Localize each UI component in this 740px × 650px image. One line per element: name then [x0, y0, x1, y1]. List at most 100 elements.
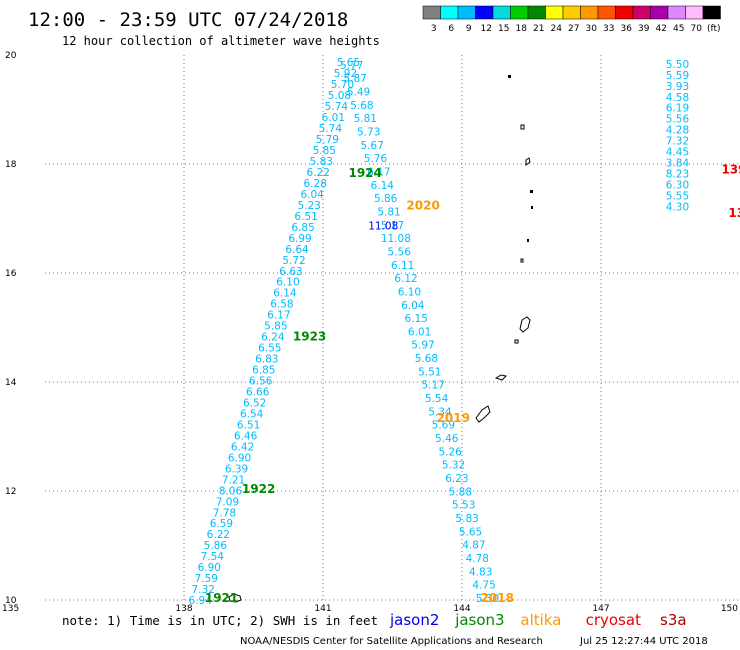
- scale-swatch: [580, 5, 599, 20]
- scale-swatch: [562, 5, 581, 20]
- swh-value: 5.81: [377, 206, 400, 218]
- island: [520, 258, 524, 263]
- scale-label: 33: [603, 24, 614, 34]
- swh-value: 5.74: [325, 101, 349, 113]
- land-outlines: [228, 75, 533, 603]
- scale-label: (ft): [707, 24, 721, 34]
- scale-label: 36: [621, 24, 633, 34]
- swh-value: 5.17: [421, 380, 444, 392]
- x-tick-label: 138: [175, 604, 192, 614]
- scale-label: 9: [466, 24, 472, 34]
- island: [531, 206, 533, 209]
- swh-value: 6.22: [207, 529, 230, 541]
- swh-value: 5.97: [411, 340, 434, 352]
- scale-label: 45: [673, 24, 684, 34]
- swh-value: 5.55: [666, 191, 689, 203]
- pass-label: 13: [728, 206, 740, 220]
- swh-value: 5.49: [347, 87, 370, 99]
- swh-value: 6.01: [322, 112, 345, 124]
- satellite-legend-item: altika: [520, 611, 561, 629]
- timestamp: Jul 25 12:27:44 UTC 2018: [579, 636, 708, 647]
- swh-value: 4.30: [666, 202, 689, 214]
- swh-value: 6.51: [294, 211, 317, 223]
- scale-swatch: [422, 5, 441, 20]
- swh-value: 8.23: [666, 169, 689, 181]
- y-tick-label: 16: [5, 269, 17, 279]
- swh-value: 5.72: [282, 255, 305, 267]
- swh-value: 6.24: [261, 332, 285, 344]
- pass-label: 2019: [437, 411, 470, 425]
- swh-value: 5.32: [442, 460, 465, 472]
- chart-title: 12:00 - 23:59 UTC 07/24/2018: [28, 9, 348, 31]
- swh-value: 5.74: [319, 123, 343, 135]
- swh-value: 5.70: [331, 79, 354, 91]
- swh-value: 11.08: [381, 233, 411, 245]
- scale-label: 27: [568, 24, 579, 34]
- island: [519, 316, 531, 333]
- swh-value: 6.14: [371, 180, 395, 192]
- y-tick-label: 20: [5, 51, 17, 61]
- swh-value: 5.79: [316, 134, 339, 146]
- scale-swatch: [527, 5, 546, 20]
- swh-value: 5.53: [452, 500, 475, 512]
- satellite-legend-item: cryosat: [586, 611, 641, 629]
- swh-value: 6.15: [405, 313, 428, 325]
- swh-value: 5.68: [350, 100, 373, 112]
- swh-value: 5.69: [432, 420, 455, 432]
- swh-value: 4.87: [462, 540, 485, 552]
- swh-value: 6.04: [401, 300, 425, 312]
- x-tick-label: 147: [592, 604, 609, 614]
- x-tick-label: 144: [453, 604, 470, 614]
- island: [527, 239, 529, 242]
- swh-value: 7.09: [216, 496, 239, 508]
- island: [494, 374, 508, 381]
- scale-swatch: [457, 5, 476, 20]
- island: [508, 75, 511, 78]
- swh-value: 5.77: [340, 60, 363, 72]
- pass-labels: 1921 1922 1923 1924 2020 2019 2018 139 13: [205, 162, 740, 605]
- scale-label: 42: [656, 24, 667, 34]
- swh-value: 6.17: [367, 167, 390, 179]
- swh-value: 3.93: [666, 81, 689, 93]
- scale-swatch: [510, 5, 529, 20]
- swh-value: 5.65: [337, 57, 360, 69]
- swh-value: 5.76: [364, 153, 388, 165]
- swh-value: 6.12: [394, 273, 417, 285]
- swh-value: 6.11: [391, 260, 414, 272]
- grid-lines: [45, 55, 740, 601]
- swh-value: 5.23: [297, 200, 320, 212]
- swh-value: 6.39: [225, 463, 248, 475]
- scale-label: 70: [691, 24, 703, 34]
- island: [530, 190, 533, 193]
- swh-value: 6.85: [291, 222, 314, 234]
- swh-value: 6.66: [246, 387, 270, 399]
- swh-value: 5.65: [459, 526, 482, 538]
- scale-swatch: [615, 5, 634, 20]
- swh-value: 5.56: [666, 114, 690, 126]
- swh-value: 5.46: [435, 433, 459, 445]
- swh-value: 5.87: [343, 73, 366, 85]
- swh-value: 5.73: [357, 127, 380, 139]
- swh-value: 6.46: [234, 430, 258, 442]
- swh-value: 7.78: [213, 507, 236, 519]
- satellite-tracks: 6.947.327.596.907.545.866.226.597.787.09…: [189, 57, 690, 607]
- color-scale: 3 6 9 12 15 18 21 24 27 30 33 36 39 42 45 70 (ft): [422, 5, 721, 34]
- island: [525, 157, 531, 166]
- island: [228, 593, 242, 603]
- swh-value: 8.06: [219, 485, 243, 497]
- scale-swatch: [650, 5, 669, 20]
- pass-label: 1921: [205, 591, 238, 605]
- swh-value: 5.68: [415, 353, 438, 365]
- swh-value: 6.23: [445, 473, 468, 485]
- island: [514, 339, 519, 344]
- swh-value: 6.63: [279, 266, 302, 278]
- satellite-legend-item: jason3: [454, 611, 504, 629]
- swh-value: 5.85: [264, 321, 287, 333]
- swh-value: 5.86: [204, 540, 228, 552]
- scale-swatch: [545, 5, 564, 20]
- satellite-legend-item: s3a: [660, 611, 687, 629]
- swh-value: 4.45: [666, 147, 689, 159]
- swh-value: 3.84: [666, 158, 690, 170]
